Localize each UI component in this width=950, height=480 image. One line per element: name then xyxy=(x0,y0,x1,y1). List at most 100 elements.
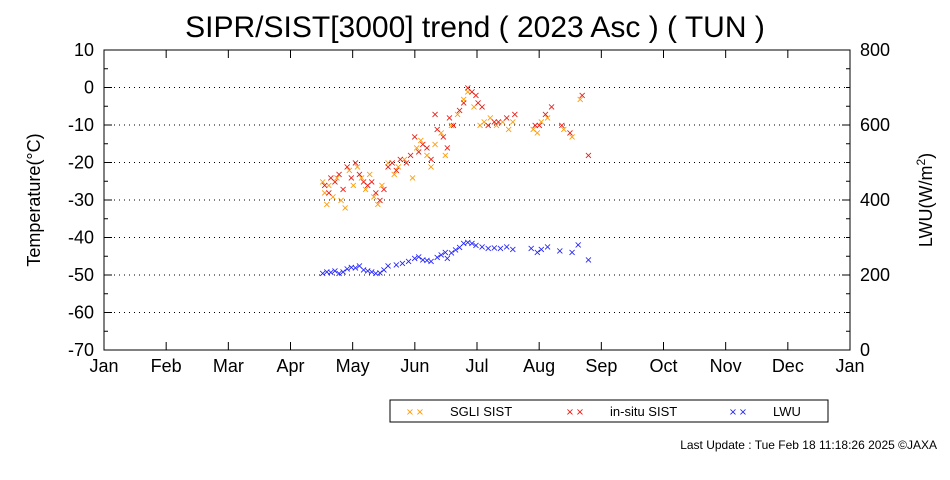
data-point: × xyxy=(437,128,445,139)
data-point: × xyxy=(527,244,535,255)
legend-items: × × SGLI SIST × × in-situ SIST × × LWU xyxy=(406,404,801,419)
data-point: × xyxy=(447,248,455,259)
y-tick-label: -60 xyxy=(68,303,94,323)
data-point: × xyxy=(325,188,333,199)
data-point: × xyxy=(494,117,502,128)
data-point: × xyxy=(427,154,435,165)
data-point: × xyxy=(433,253,441,264)
data-point: × xyxy=(449,121,457,132)
data-point: × xyxy=(335,269,343,280)
x-tick-label: Apr xyxy=(276,356,304,376)
data-point: × xyxy=(460,98,468,109)
data-point: × xyxy=(490,243,498,254)
data-point: × xyxy=(321,188,329,199)
data-point: × xyxy=(431,139,439,150)
data-point: × xyxy=(337,196,345,207)
data-point: × xyxy=(468,239,476,250)
data-point: × xyxy=(353,162,361,173)
data-point: × xyxy=(378,181,386,192)
data-point: × xyxy=(535,121,543,132)
data-point: × xyxy=(472,91,480,102)
x-tick-label: Jan xyxy=(835,356,864,376)
data-point: × xyxy=(441,247,449,258)
data-point: × xyxy=(331,266,339,277)
series-in-situ-sist: ××××××××××××××××××××××××××××××××××××××××… xyxy=(321,83,593,207)
data-point: × xyxy=(370,192,378,203)
legend-marker: × xyxy=(729,407,737,418)
data-point: × xyxy=(437,250,445,261)
data-point: × xyxy=(511,109,519,120)
data-point: × xyxy=(366,169,374,180)
x-tick-label: Nov xyxy=(710,356,742,376)
y-tick-label: -20 xyxy=(68,153,94,173)
x-tick-label: Feb xyxy=(151,356,182,376)
data-point: × xyxy=(406,151,414,162)
x-tick-label: May xyxy=(336,356,370,376)
data-point: × xyxy=(547,102,555,113)
x-tick-label: Jan xyxy=(89,356,118,376)
y2-tick-label: 200 xyxy=(860,265,890,285)
data-point: × xyxy=(468,87,476,98)
x-tick-label: Jun xyxy=(400,356,429,376)
y-tick-label: 0 xyxy=(84,78,94,98)
data-point: × xyxy=(464,87,472,98)
legend: × × SGLI SIST × × in-situ SIST × × LWU xyxy=(389,399,829,423)
data-point: × xyxy=(502,242,510,253)
data-point: × xyxy=(402,158,410,169)
data-point: × xyxy=(351,158,359,169)
data-point: × xyxy=(537,117,545,128)
legend-marker: × xyxy=(416,407,424,418)
data-point: × xyxy=(415,147,423,158)
data-point: × xyxy=(372,269,380,280)
data-point: × xyxy=(445,113,453,124)
data-point: × xyxy=(460,94,468,105)
data-point: × xyxy=(568,247,576,258)
data-point: × xyxy=(541,109,549,120)
data-point: × xyxy=(509,117,517,128)
legend-marker: × xyxy=(406,407,414,418)
data-point: × xyxy=(464,238,472,249)
data-point: × xyxy=(533,247,541,258)
data-point: × xyxy=(486,113,494,124)
data-point: × xyxy=(384,158,392,169)
data-point: × xyxy=(357,173,365,184)
data-point: × xyxy=(368,177,376,188)
data-point: × xyxy=(417,136,425,147)
data-point: × xyxy=(363,181,371,192)
data-point: × xyxy=(359,177,367,188)
data-point: × xyxy=(325,181,333,192)
legend-marker: × xyxy=(566,407,574,418)
y-axis-title: Temperature(°C) xyxy=(24,133,44,266)
data-point: × xyxy=(537,244,545,255)
data-point: × xyxy=(472,241,480,252)
data-point: × xyxy=(318,269,326,280)
data-point: × xyxy=(345,166,353,177)
data-point: × xyxy=(404,256,412,267)
y-tick-label: -10 xyxy=(68,115,94,135)
chart-title: SIPR/SIST[3000] trend ( 2023 Asc ) ( TUN… xyxy=(185,11,765,44)
x-tick-label: Aug xyxy=(523,356,555,376)
data-point: × xyxy=(478,242,486,253)
data-point: × xyxy=(492,121,500,132)
data-point: × xyxy=(335,169,343,180)
x-tick-label: Mar xyxy=(213,356,244,376)
data-point: × xyxy=(327,173,335,184)
data-point: × xyxy=(323,267,331,278)
data-point: × xyxy=(576,94,584,105)
data-point: × xyxy=(490,117,498,128)
data-point: × xyxy=(374,199,382,210)
y2-tick-label: 400 xyxy=(860,190,890,210)
y-tick-label: -70 xyxy=(68,340,94,360)
y2-tick-label: 600 xyxy=(860,115,890,135)
data-point: × xyxy=(480,117,488,128)
legend-marker: × xyxy=(576,407,584,418)
data-point: × xyxy=(410,254,418,265)
data-point: × xyxy=(321,181,329,192)
data-point: × xyxy=(318,177,326,188)
data-point: × xyxy=(431,109,439,120)
data-point: × xyxy=(441,151,449,162)
legend-box xyxy=(389,399,829,423)
x-tick-label: Dec xyxy=(772,356,804,376)
data-point: × xyxy=(455,242,463,253)
data-point: × xyxy=(543,242,551,253)
